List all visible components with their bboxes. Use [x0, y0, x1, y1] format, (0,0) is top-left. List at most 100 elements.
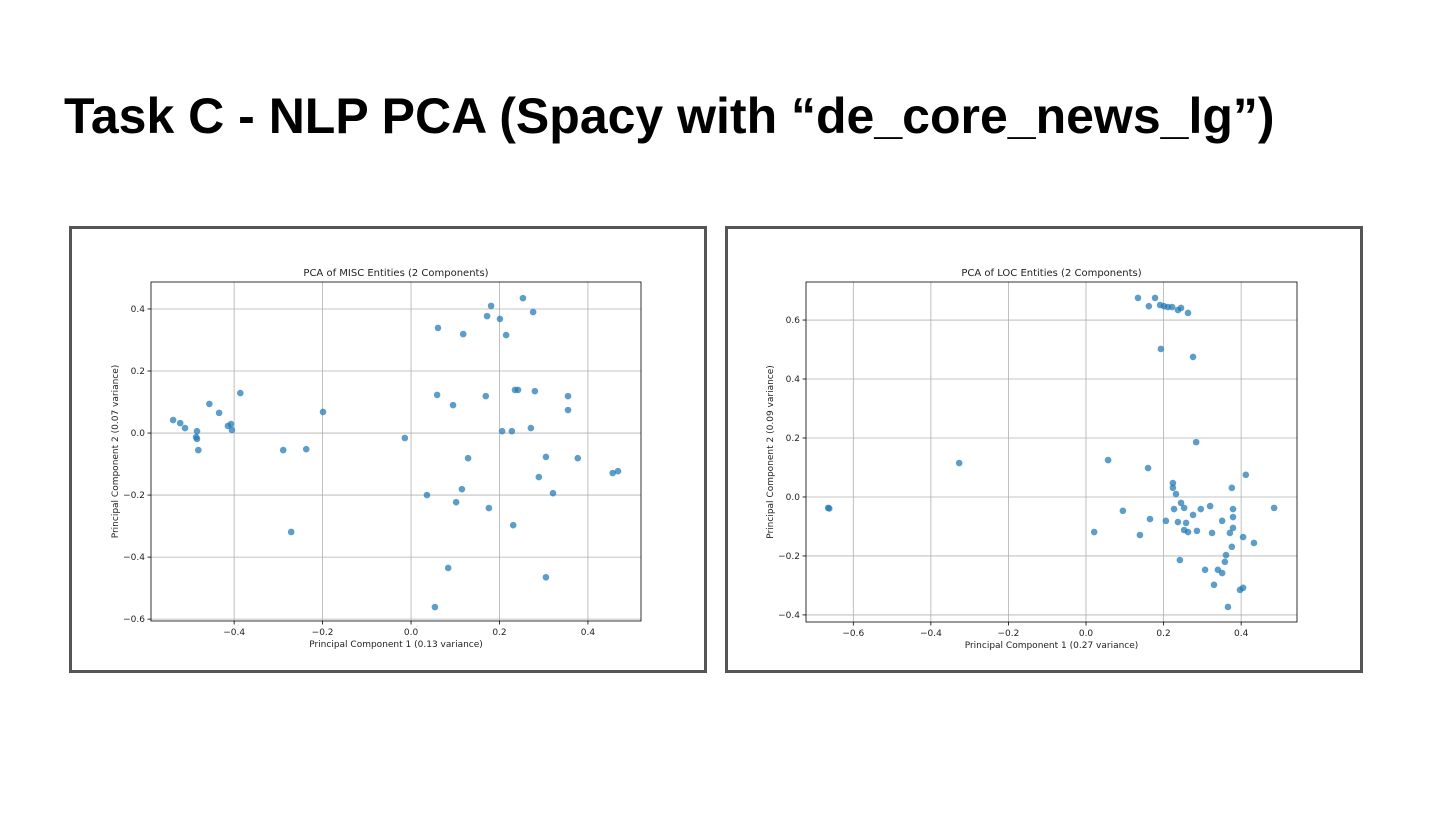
y-tick-label: −0.4 — [778, 611, 800, 621]
y-tick-label: 0.2 — [786, 434, 800, 444]
chart-title: PCA of MISC Entities (2 Components) — [303, 268, 488, 279]
point — [483, 312, 491, 320]
point — [423, 491, 431, 499]
y-tick-label: 0.6 — [786, 316, 801, 326]
point — [542, 453, 550, 461]
point — [1228, 543, 1236, 551]
point — [614, 467, 622, 475]
point — [535, 473, 543, 481]
point — [574, 454, 582, 462]
plot-frame — [150, 281, 642, 622]
point — [1184, 309, 1192, 317]
point — [169, 416, 177, 424]
point — [542, 573, 550, 581]
point — [1228, 484, 1236, 492]
point — [302, 445, 310, 453]
point — [1197, 505, 1205, 513]
point — [193, 435, 201, 443]
x-tick-label: 0.0 — [1079, 629, 1094, 639]
point — [531, 387, 539, 395]
chart-panel — [69, 226, 707, 673]
x-tick-label: −0.4 — [920, 629, 942, 639]
point — [193, 427, 201, 435]
point — [449, 401, 457, 409]
point — [1182, 519, 1190, 527]
point — [195, 446, 202, 454]
point — [459, 330, 467, 338]
point — [1239, 533, 1247, 541]
point — [1184, 528, 1192, 536]
point — [1146, 515, 1154, 523]
point — [1210, 581, 1218, 589]
point — [1157, 345, 1165, 353]
x-tick-label: −0.4 — [223, 628, 245, 638]
y-tick-label: −0.6 — [123, 615, 145, 625]
point — [1218, 517, 1226, 525]
point — [482, 392, 490, 400]
point — [519, 294, 527, 302]
x-tick-label: 0.4 — [581, 628, 596, 638]
y-tick-label: 0.2 — [131, 367, 145, 377]
point — [401, 434, 409, 442]
chart-title: PCA of LOC Entities (2 Components) — [961, 268, 1141, 279]
point — [529, 308, 537, 316]
point — [458, 485, 466, 493]
point — [1239, 584, 1247, 592]
point — [1218, 569, 1226, 577]
point — [1192, 438, 1200, 446]
point — [1250, 539, 1258, 547]
point — [434, 324, 442, 332]
point — [452, 498, 460, 506]
point — [444, 564, 452, 572]
y-tick-label: −0.4 — [123, 553, 145, 563]
point — [181, 424, 189, 432]
point — [955, 459, 963, 467]
point — [237, 389, 244, 397]
point — [1162, 517, 1170, 525]
point — [287, 528, 295, 536]
slide-title: Task C - NLP PCA (Spacy with “de_core_ne… — [64, 88, 1275, 144]
point — [498, 427, 506, 435]
y-tick-label: 0.4 — [786, 375, 801, 385]
point — [1226, 529, 1234, 537]
point — [1104, 456, 1112, 464]
point — [227, 420, 235, 428]
point — [1221, 558, 1229, 566]
point — [319, 408, 327, 416]
x-tick-label: 0.0 — [404, 628, 419, 638]
point — [1180, 504, 1188, 512]
point — [1229, 505, 1237, 513]
point — [1222, 551, 1230, 559]
point — [496, 315, 504, 323]
y-axis-label: Principal Component 2 (0.09 variance) — [766, 365, 776, 539]
point — [1189, 353, 1197, 361]
point — [1090, 528, 1098, 536]
point — [1145, 302, 1153, 310]
x-tick-label: 0.4 — [1234, 629, 1249, 639]
x-tick-label: 0.2 — [492, 628, 506, 638]
point — [509, 521, 517, 529]
plot-frame — [805, 281, 1298, 623]
point — [1119, 507, 1127, 515]
point — [1208, 529, 1216, 537]
point — [527, 424, 535, 432]
point — [176, 419, 184, 427]
point — [1270, 504, 1278, 512]
point — [1177, 499, 1185, 507]
point — [564, 406, 572, 414]
point — [1134, 294, 1142, 302]
point — [1168, 303, 1176, 311]
y-tick-label: −0.2 — [123, 491, 145, 501]
x-tick-label: 0.2 — [1156, 629, 1170, 639]
point — [1206, 502, 1214, 510]
point — [215, 409, 223, 417]
point — [485, 504, 493, 512]
point — [825, 505, 833, 512]
point — [1174, 518, 1182, 526]
point — [1224, 603, 1232, 611]
point — [1242, 471, 1250, 479]
point — [564, 392, 572, 400]
point — [487, 302, 495, 310]
